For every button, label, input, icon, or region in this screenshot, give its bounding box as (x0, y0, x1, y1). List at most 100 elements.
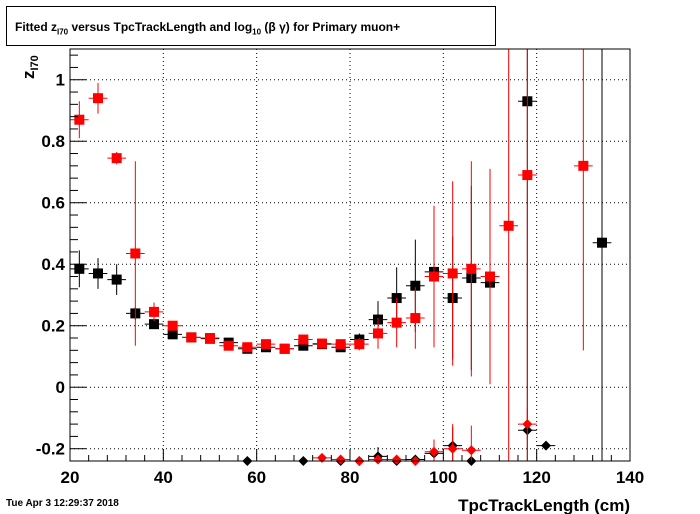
square-marker (503, 220, 514, 231)
square-marker (410, 313, 421, 324)
title-suffix: (β γ) for Primary muon+ (264, 20, 401, 34)
red-square-point (443, 181, 462, 366)
diamond-marker (317, 452, 327, 463)
square-marker (74, 114, 85, 125)
square-marker (93, 93, 103, 104)
square-marker (522, 170, 533, 181)
grid (70, 49, 630, 461)
square-marker (317, 338, 327, 349)
y-tick-label: 0.4 (41, 255, 65, 274)
square-marker (298, 340, 309, 351)
red-diamond-point (443, 424, 462, 461)
square-marker (130, 248, 141, 259)
black-square-point (144, 319, 164, 330)
red-square-point (88, 82, 108, 114)
red-square-point (126, 161, 145, 346)
red-diamond-point (331, 454, 350, 465)
plot-frame (69, 48, 631, 462)
red-square-point (294, 334, 313, 345)
x-tick-label: 20 (61, 468, 80, 487)
red-square-point (275, 343, 294, 354)
red-square-point (331, 339, 350, 350)
square-marker (242, 342, 253, 353)
title-sub-i70: I70 (57, 27, 69, 37)
red-square-point (70, 101, 89, 139)
x-tick-label: 40 (154, 468, 173, 487)
black-square-point (107, 264, 126, 295)
square-marker (447, 268, 458, 279)
y-tick-label: 0.6 (41, 194, 65, 213)
x-tick-label: 100 (429, 468, 457, 487)
black-square-point (163, 329, 182, 340)
red-square-point (424, 205, 444, 348)
red-square-point (368, 318, 388, 349)
red-square-point (499, 49, 518, 461)
square-marker (149, 306, 159, 317)
square-marker (429, 271, 439, 282)
title-sub-10: 10 (252, 27, 262, 37)
x-tick-label: 120 (522, 468, 550, 487)
x-axis-title: TpcTrackLength (cm) (458, 496, 630, 514)
red-diamond-point (424, 439, 444, 461)
diamond-marker (335, 454, 346, 465)
square-marker (391, 317, 402, 328)
y-tick-label: 0.8 (41, 132, 65, 151)
diamond-marker (466, 445, 477, 456)
axes: 20 40 60 80 100 120 140 -0.2 0 0.2 0.4 0.6 0.8 1 TpcTr… (19, 48, 644, 514)
red-square-point (462, 161, 481, 377)
square-marker (167, 329, 178, 340)
y-tick-label: 0.2 (41, 317, 65, 336)
x-tick-label: 80 (341, 468, 360, 487)
square-marker (111, 274, 122, 285)
black-square-point (88, 258, 108, 289)
red-square-point (107, 152, 126, 165)
square-marker (597, 237, 607, 248)
black-diamond-point (536, 440, 556, 451)
square-marker (578, 160, 589, 171)
square-marker (74, 263, 85, 274)
diamond-marker (373, 454, 383, 465)
black-square-point (70, 250, 89, 288)
y-tick-label: 0 (56, 378, 65, 397)
square-marker (410, 280, 421, 291)
red-square-point (406, 287, 425, 349)
square-marker (298, 334, 309, 345)
red-square-point (574, 49, 593, 351)
x-tick-label: 140 (616, 468, 644, 487)
square-marker (111, 153, 122, 164)
red-square-point (312, 338, 332, 349)
y-tick-label: -0.2 (36, 440, 65, 459)
square-marker (149, 319, 159, 330)
square-marker (466, 263, 477, 274)
diamond-marker (541, 440, 551, 451)
diamond-marker (429, 446, 439, 457)
red-square-point (518, 49, 537, 461)
y-tick-label: 1 (56, 71, 65, 90)
red-square-point (238, 342, 257, 353)
x-tick-label: 60 (247, 468, 266, 487)
square-marker (485, 271, 495, 282)
diamond-marker (391, 454, 402, 465)
square-marker (93, 268, 103, 279)
square-marker (186, 332, 197, 343)
red-square-point (200, 333, 220, 344)
square-marker (223, 340, 234, 351)
square-marker (205, 333, 215, 344)
red-diamond-point (312, 452, 332, 463)
diamond-marker (447, 443, 458, 454)
red-diamond-point (368, 454, 388, 465)
red-square-point (350, 338, 369, 351)
square-marker (261, 339, 271, 350)
square-marker (167, 320, 178, 331)
red-diamond-point (462, 425, 481, 461)
red-square-point (144, 302, 164, 322)
black-square-point (592, 49, 612, 461)
red-square-point (182, 332, 201, 343)
square-marker (373, 328, 383, 339)
title-prefix: Fitted z (15, 20, 57, 34)
title-middle: versus TpcTrackLength and log (68, 20, 253, 34)
red-diamond-point (518, 408, 537, 440)
red-diamond-point (387, 454, 406, 465)
